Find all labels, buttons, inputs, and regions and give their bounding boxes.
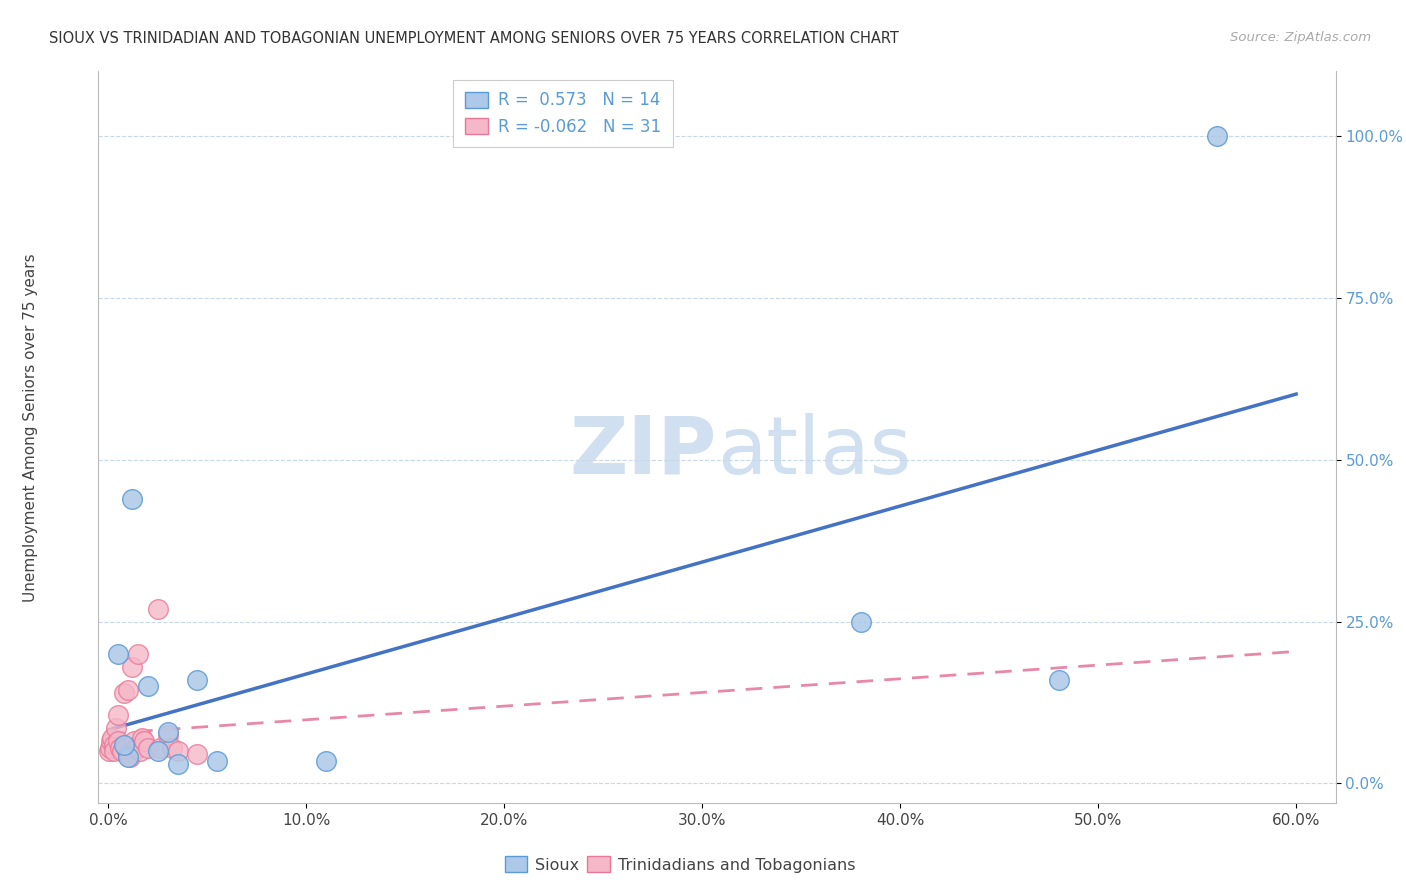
Point [146, 744, 169, 758]
Text: SIOUX VS TRINIDADIAN AND TOBAGONIAN UNEMPLOYMENT AMONG SENIORS OVER 75 YEARS COR: SIOUX VS TRINIDADIAN AND TOBAGONIAN UNEM… [49, 31, 898, 46]
Point [121, 660, 143, 674]
Point [1206, 129, 1229, 144]
Point [111, 744, 134, 758]
Point [129, 744, 152, 758]
Point [125, 740, 148, 755]
Point [105, 722, 128, 736]
Point [160, 740, 183, 755]
Point [127, 740, 149, 755]
Text: atlas: atlas [717, 413, 911, 491]
Point [127, 647, 149, 661]
Point [107, 734, 129, 748]
Point [1047, 673, 1070, 687]
Point [186, 673, 208, 687]
Point [101, 731, 124, 745]
Point [98, 744, 121, 758]
Point [186, 747, 208, 762]
Point [132, 734, 155, 748]
Point [107, 708, 129, 723]
Point [166, 744, 188, 758]
Point [136, 740, 159, 755]
Point [156, 724, 179, 739]
Point [117, 682, 139, 697]
Point [156, 728, 179, 742]
Point [120, 750, 142, 764]
Point [146, 601, 169, 615]
Point [103, 744, 125, 758]
Point [117, 747, 139, 762]
Point [315, 754, 337, 768]
Point [98, 740, 121, 755]
Point [100, 734, 122, 748]
Point [115, 740, 138, 755]
Point [136, 679, 159, 693]
Point [149, 740, 172, 755]
Point [107, 647, 129, 661]
Point [108, 740, 131, 755]
Text: ZIP: ZIP [569, 413, 717, 491]
Point [205, 754, 228, 768]
Point [117, 750, 139, 764]
Point [849, 615, 872, 629]
Legend: Sioux, Trinidadians and Tobagonians: Sioux, Trinidadians and Tobagonians [498, 850, 862, 879]
Point [122, 734, 145, 748]
Point [131, 731, 153, 745]
Text: Source: ZipAtlas.com: Source: ZipAtlas.com [1230, 31, 1371, 45]
Point [166, 756, 188, 771]
Point [103, 738, 125, 752]
Point [112, 686, 135, 700]
Text: Unemployment Among Seniors over 75 years: Unemployment Among Seniors over 75 years [24, 254, 38, 602]
Point [121, 491, 143, 506]
Point [112, 738, 135, 752]
